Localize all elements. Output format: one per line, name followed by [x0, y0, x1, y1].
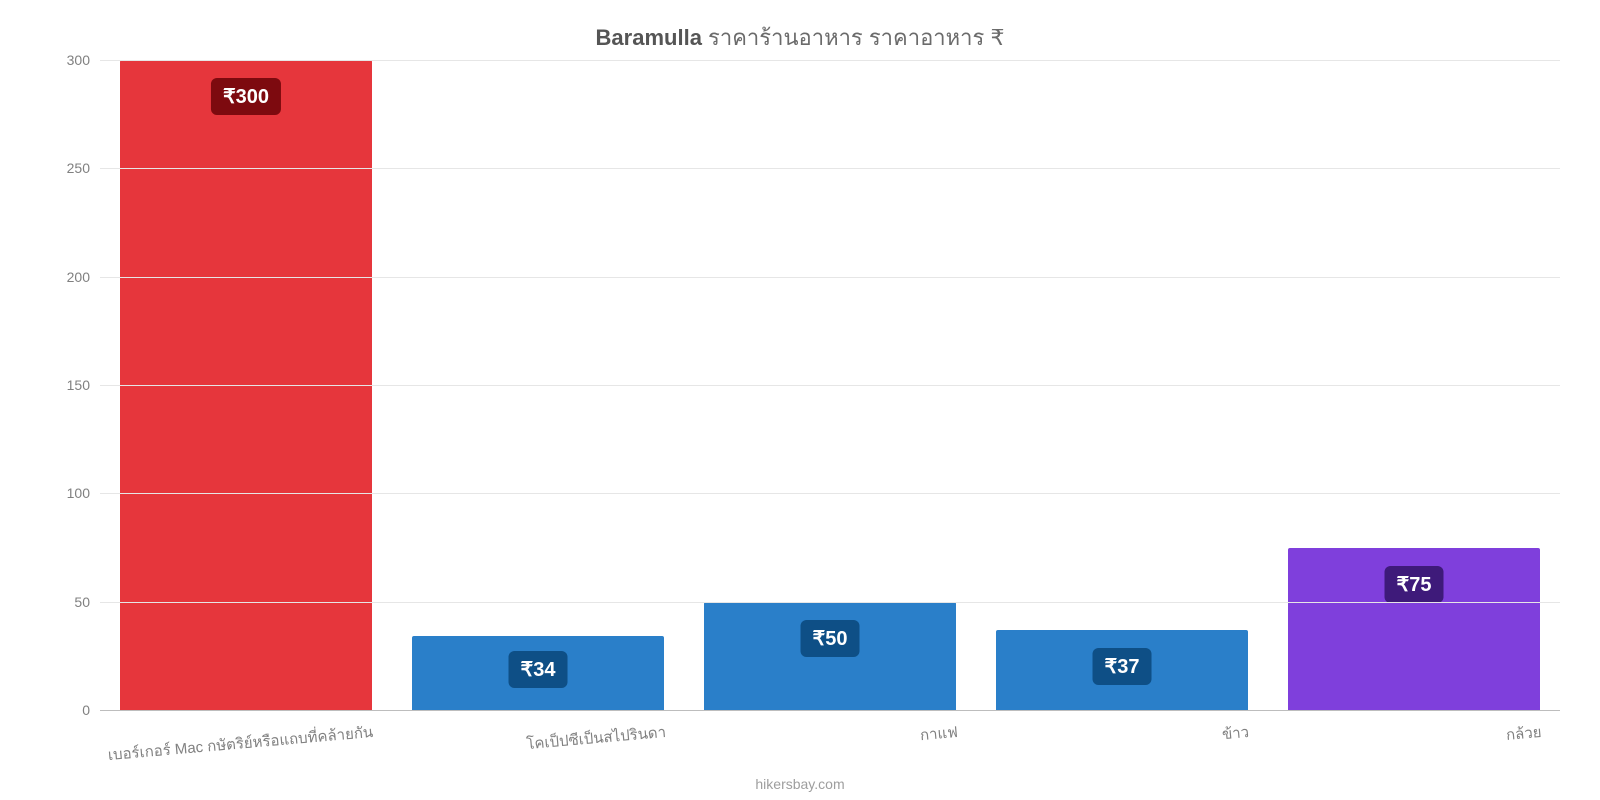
x-axis-label: โคเป็ปซีเป็นสไปรินดา [524, 710, 666, 756]
plot-area: ₹300เบอร์เกอร์ Mac กษัตริย์หรือแถบที่คล้… [100, 60, 1560, 710]
y-tick-label: 150 [67, 377, 100, 393]
price-bar-chart: Baramulla ราคาร้านอาหาร ราคาอาหาร ₹ ₹300… [0, 0, 1600, 800]
x-axis-label: กล้วย [1504, 710, 1542, 747]
y-tick-label: 100 [67, 485, 100, 501]
chart-title: Baramulla ราคาร้านอาหาร ราคาอาหาร ₹ [0, 20, 1600, 55]
chart-title-rest: ราคาร้านอาหาร ราคาอาหาร ₹ [702, 25, 1005, 50]
value-badge: ₹50 [801, 620, 860, 657]
grid-line [100, 168, 1560, 169]
grid-line [100, 60, 1560, 61]
x-axis-label: เบอร์เกอร์ Mac กษัตริย์หรือแถบที่คล้ายกั… [106, 710, 374, 767]
x-axis-label: กาแฟ [918, 710, 959, 747]
grid-line [100, 602, 1560, 603]
value-badge: ₹34 [509, 651, 568, 688]
y-tick-label: 250 [67, 160, 100, 176]
x-axis-label: ข้าว [1221, 710, 1251, 746]
grid-line [100, 493, 1560, 494]
chart-title-bold: Baramulla [596, 25, 702, 50]
y-tick-label: 300 [67, 52, 100, 68]
attribution-text: hikersbay.com [0, 776, 1600, 792]
grid-line [100, 277, 1560, 278]
y-tick-label: 0 [82, 702, 100, 718]
grid-line [100, 385, 1560, 386]
value-badge: ₹37 [1093, 648, 1152, 685]
value-badge: ₹300 [211, 78, 281, 115]
value-badge: ₹75 [1385, 566, 1444, 603]
y-tick-label: 200 [67, 269, 100, 285]
x-axis-line [100, 710, 1560, 711]
y-tick-label: 50 [74, 594, 100, 610]
